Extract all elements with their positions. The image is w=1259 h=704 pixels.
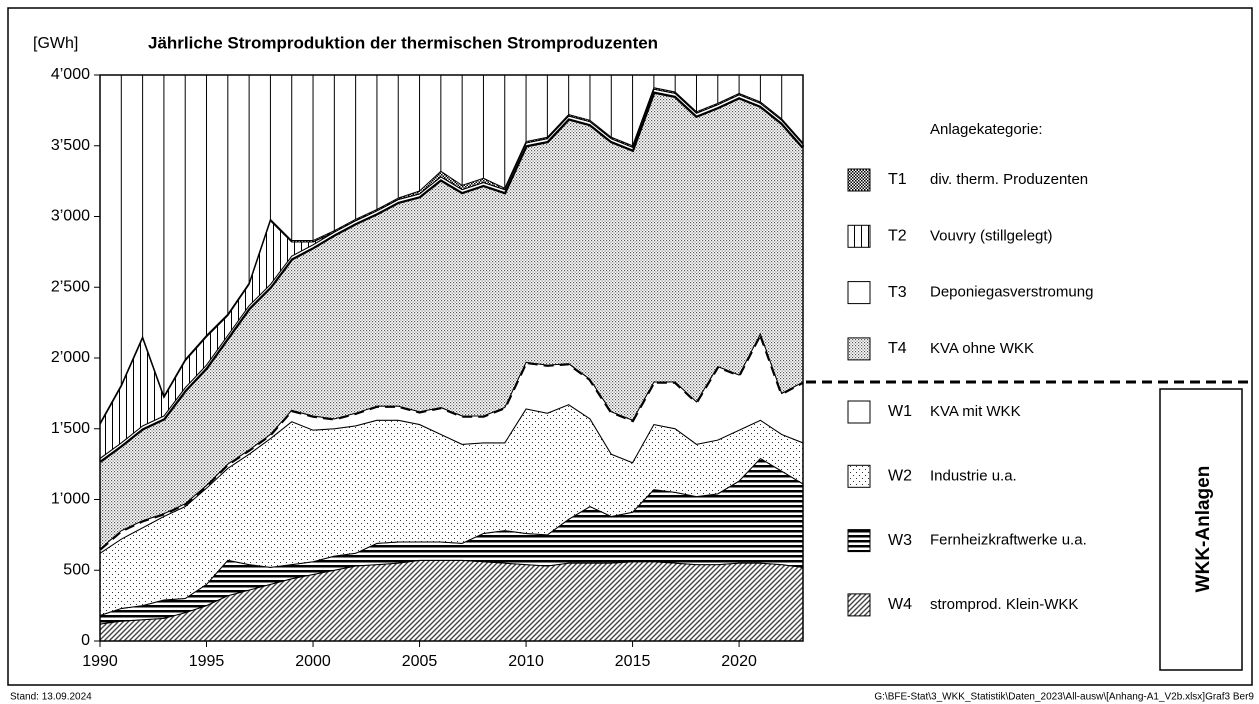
y-tick-label: 3’000 <box>51 208 90 225</box>
chart-title: Jährliche Stromproduktion der thermische… <box>148 33 658 52</box>
y-tick-label: 1’500 <box>51 420 90 437</box>
legend-swatch <box>847 593 871 617</box>
legend-swatch <box>847 281 871 305</box>
legend-label: Industrie u.a. <box>930 467 1017 484</box>
y-tick-label: 500 <box>63 561 90 578</box>
legend-code: W1 <box>888 403 912 420</box>
legend-swatch <box>847 529 871 553</box>
y-axis-label: [GWh] <box>33 35 78 52</box>
y-tick-label: 0 <box>81 632 90 649</box>
y-tick-label: 4’000 <box>51 66 90 83</box>
wkk-box <box>1159 388 1243 671</box>
legend-code: T4 <box>888 340 907 357</box>
legend-code: W3 <box>888 532 912 549</box>
legend-code: T3 <box>888 284 907 301</box>
x-tick-label: 1995 <box>189 653 225 670</box>
x-tick-label: 2010 <box>508 653 544 670</box>
legend-label: KVA mit WKK <box>930 403 1021 420</box>
legend-swatch <box>847 400 871 424</box>
legend-swatch <box>847 337 871 361</box>
y-tick-label: 1’000 <box>51 491 90 508</box>
x-tick-label: 2015 <box>615 653 651 670</box>
footer-left: Stand: 13.09.2024 <box>10 692 92 703</box>
y-tick-label: 2’000 <box>51 349 90 366</box>
legend-label: Vouvry (stillgelegt) <box>930 227 1053 244</box>
legend-label: Deponiegasverstromung <box>930 284 1093 301</box>
y-tick-label: 3’500 <box>51 137 90 154</box>
legend-code: T2 <box>888 228 907 245</box>
legend-code: T1 <box>888 171 907 188</box>
legend-label: stromprod. Klein-WKK <box>930 596 1078 613</box>
y-tick-label: 2’500 <box>51 278 90 295</box>
legend-code: W2 <box>888 468 912 485</box>
x-tick-label: 1990 <box>82 653 118 670</box>
legend-label: KVA ohne WKK <box>930 340 1034 357</box>
legend-swatch <box>847 168 871 192</box>
legend-swatch <box>847 224 871 248</box>
legend-label: div. therm. Produzenten <box>930 171 1088 188</box>
footer-right: G:\BFE-Stat\3_WKK_Statistik\Daten_2023\A… <box>874 692 1254 703</box>
legend-title: Anlagekategorie: <box>930 121 1043 138</box>
frame <box>7 7 1253 686</box>
x-tick-label: 2000 <box>295 653 331 670</box>
legend-code: W4 <box>888 596 912 613</box>
x-tick-label: 2005 <box>402 653 438 670</box>
x-tick-label: 2020 <box>721 653 757 670</box>
wkk-label: WKK-Anlagen <box>1193 466 1214 593</box>
legend-label: Fernheizkraftwerke u.a. <box>930 532 1087 549</box>
legend-swatch <box>847 464 871 488</box>
